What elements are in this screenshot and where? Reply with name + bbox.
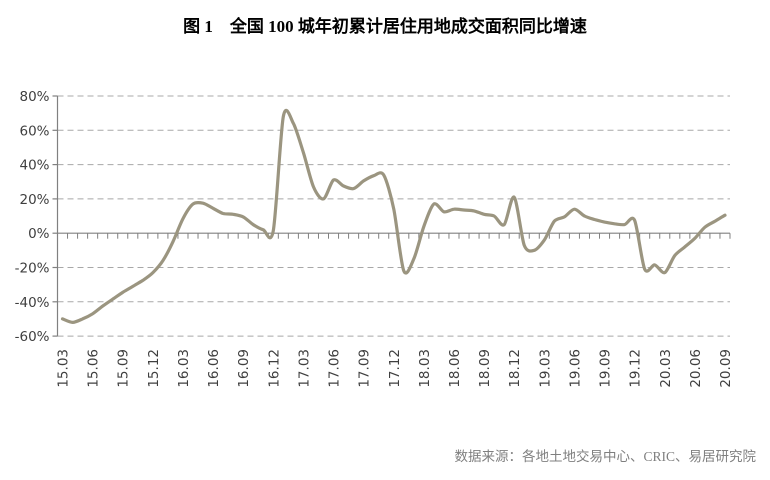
x-tick-label: 17.09 <box>357 349 373 388</box>
x-tick-label: 18.03 <box>417 349 433 388</box>
x-tick-label: 15.12 <box>146 349 162 388</box>
gridlines <box>57 95 730 337</box>
x-tick-label: 16.06 <box>206 349 222 388</box>
x-tick-label: 15.06 <box>86 349 102 388</box>
x-tick-label: 16.09 <box>236 349 252 388</box>
x-tick-label: 19.03 <box>537 349 553 388</box>
x-tick-label: 20.09 <box>718 349 734 388</box>
y-axis-labels: 80% 60% 40% 20% 0% -20% -40% -60% <box>15 89 50 345</box>
y-tick-label: 80% <box>19 89 49 105</box>
y-tick-label: 20% <box>19 192 49 208</box>
x-tick-label: 15.09 <box>116 349 132 388</box>
y-tick-label: 40% <box>19 158 49 174</box>
x-tick-label: 20.06 <box>688 349 704 388</box>
x-tick-label: 18.09 <box>477 349 493 388</box>
x-tick-label: 20.03 <box>658 349 674 388</box>
y-tick-label: -40% <box>15 295 50 311</box>
x-tick-label: 17.03 <box>296 349 312 388</box>
x-tick-label: 19.09 <box>598 349 614 388</box>
x-tick-label: 16.03 <box>176 349 192 388</box>
source-note: 数据来源：各地土地交易中心、CRIC、易居研究院 <box>454 448 756 464</box>
x-tick-label: 18.06 <box>447 349 463 388</box>
y-tick-label: 0% <box>28 226 50 242</box>
x-tick-label: 19.06 <box>567 349 583 388</box>
y-tick-label: 60% <box>19 123 49 139</box>
x-tick-label: 19.12 <box>628 349 644 388</box>
x-axis-labels: 15.03 15.06 15.09 15.12 16.03 16.06 16.09 16.12… <box>56 349 734 388</box>
x-tick-label: 15.03 <box>56 349 72 388</box>
zero-axis <box>57 232 731 239</box>
y-tick-label: -60% <box>15 329 50 345</box>
chart-title: 图 1 全国 100 城年初累计居住用地成交面积同比增速 <box>183 16 587 36</box>
series-line <box>60 108 727 324</box>
x-tick-label: 18.12 <box>507 349 523 388</box>
x-tick-label: 17.12 <box>387 349 403 388</box>
y-axis <box>52 95 59 337</box>
x-tick-label: 17.06 <box>327 349 343 388</box>
y-tick-label: -20% <box>15 261 50 277</box>
x-tick-label: 16.12 <box>266 349 282 388</box>
